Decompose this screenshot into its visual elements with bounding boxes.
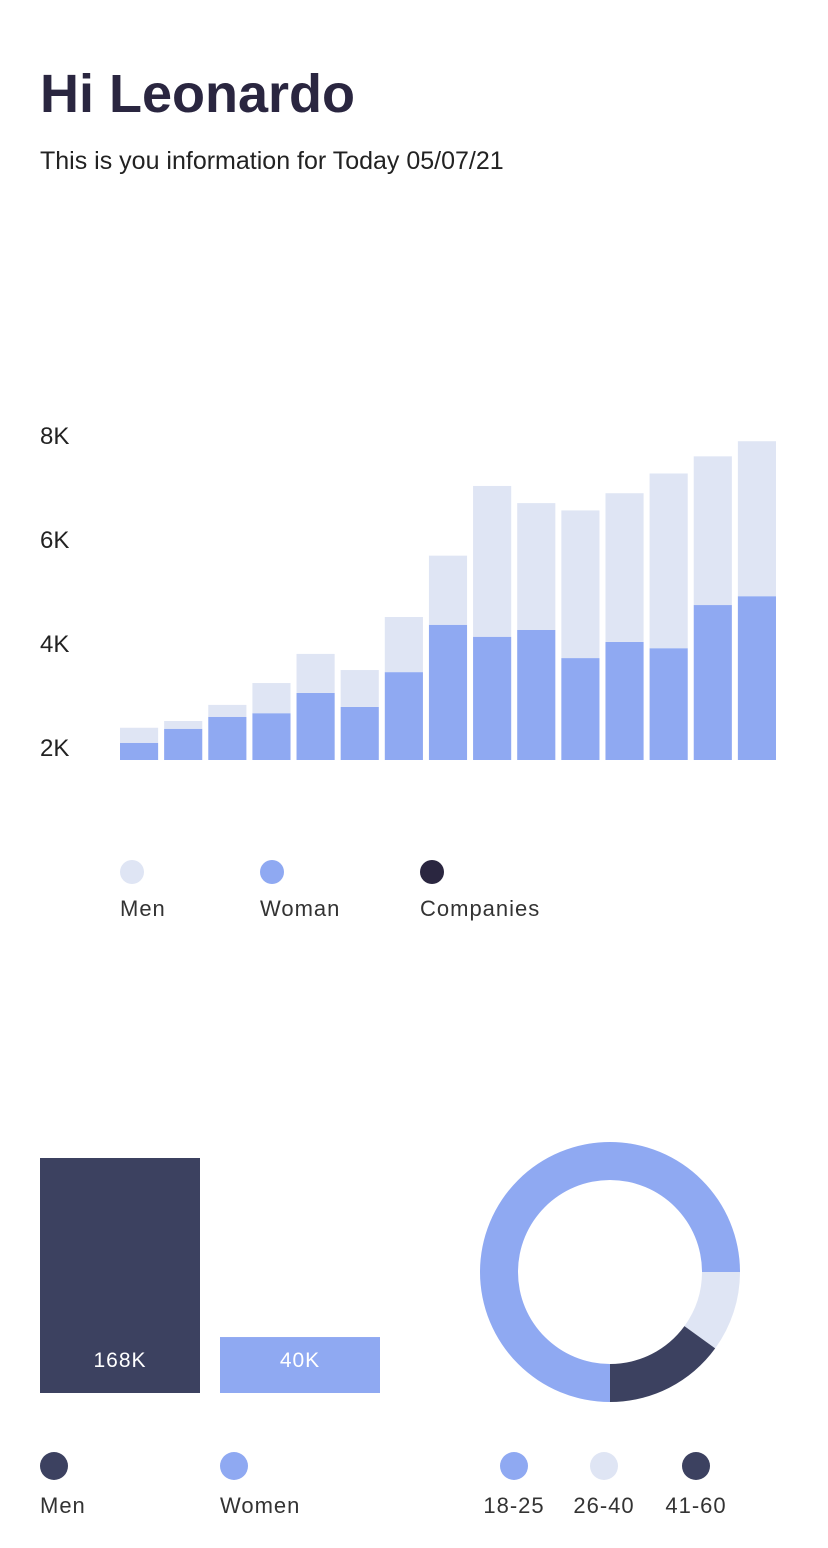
bar-segment bbox=[164, 728, 203, 760]
legend-label: 18-25 bbox=[483, 1493, 544, 1518]
subtitle: This is you information for Today 05/07/… bbox=[40, 147, 504, 175]
donut-slice bbox=[610, 1326, 716, 1402]
legend-label: Woman bbox=[260, 896, 340, 921]
bar-segment bbox=[252, 713, 291, 760]
legend-swatch bbox=[260, 860, 284, 884]
legend-swatch bbox=[682, 1452, 710, 1480]
bar-segment bbox=[384, 617, 423, 673]
bar-value-label: 40K bbox=[280, 1349, 320, 1372]
bar-segment bbox=[296, 653, 335, 693]
bar-segment bbox=[208, 704, 247, 717]
bar-segment bbox=[164, 721, 203, 729]
legend-swatch bbox=[420, 860, 444, 884]
bar-segment bbox=[473, 485, 512, 637]
bar-segment bbox=[428, 555, 468, 625]
bar-segment bbox=[693, 605, 732, 760]
legend-swatch bbox=[500, 1452, 528, 1480]
legend-swatch bbox=[40, 1452, 68, 1480]
bar-segment bbox=[296, 692, 335, 760]
y-tick-label: 4K bbox=[40, 631, 69, 658]
legend-label: 41-60 bbox=[665, 1493, 726, 1518]
y-tick-label: 6K bbox=[40, 527, 69, 554]
bar bbox=[220, 1337, 380, 1393]
bar-segment bbox=[517, 503, 556, 630]
bar-segment bbox=[517, 630, 556, 760]
bar-segment bbox=[384, 672, 423, 760]
y-tick-label: 2K bbox=[40, 735, 69, 762]
legend-label: Women bbox=[220, 1493, 300, 1518]
legend-swatch bbox=[120, 860, 144, 884]
legend-label: 26-40 bbox=[573, 1493, 634, 1518]
legend-swatch bbox=[590, 1452, 618, 1480]
legend-label: Companies bbox=[420, 896, 540, 921]
bar-segment bbox=[340, 670, 379, 707]
bar-segment bbox=[120, 742, 159, 760]
legend-label: Men bbox=[40, 1493, 86, 1518]
bar-segment bbox=[208, 716, 247, 760]
bar bbox=[40, 1158, 200, 1393]
bar-value-label: 168K bbox=[93, 1349, 146, 1372]
bar-segment bbox=[649, 648, 688, 760]
legend-swatch bbox=[220, 1452, 248, 1480]
bar-segment bbox=[737, 596, 776, 760]
legend-label: Men bbox=[120, 896, 166, 921]
bar-segment bbox=[649, 473, 688, 649]
bar-segment bbox=[252, 683, 291, 714]
bar-segment bbox=[561, 510, 600, 659]
bar-segment bbox=[693, 456, 732, 606]
donut-slice bbox=[684, 1272, 740, 1349]
bar-segment bbox=[428, 624, 468, 760]
bar-segment bbox=[737, 441, 776, 597]
bar-segment bbox=[340, 706, 379, 760]
bar-segment bbox=[473, 636, 512, 760]
greeting: Hi Leonardo bbox=[40, 64, 355, 124]
bar-segment bbox=[605, 641, 644, 760]
bar-segment bbox=[561, 658, 600, 760]
bar-segment bbox=[605, 493, 644, 642]
bar-segment bbox=[120, 727, 159, 743]
y-tick-label: 8K bbox=[40, 423, 69, 450]
